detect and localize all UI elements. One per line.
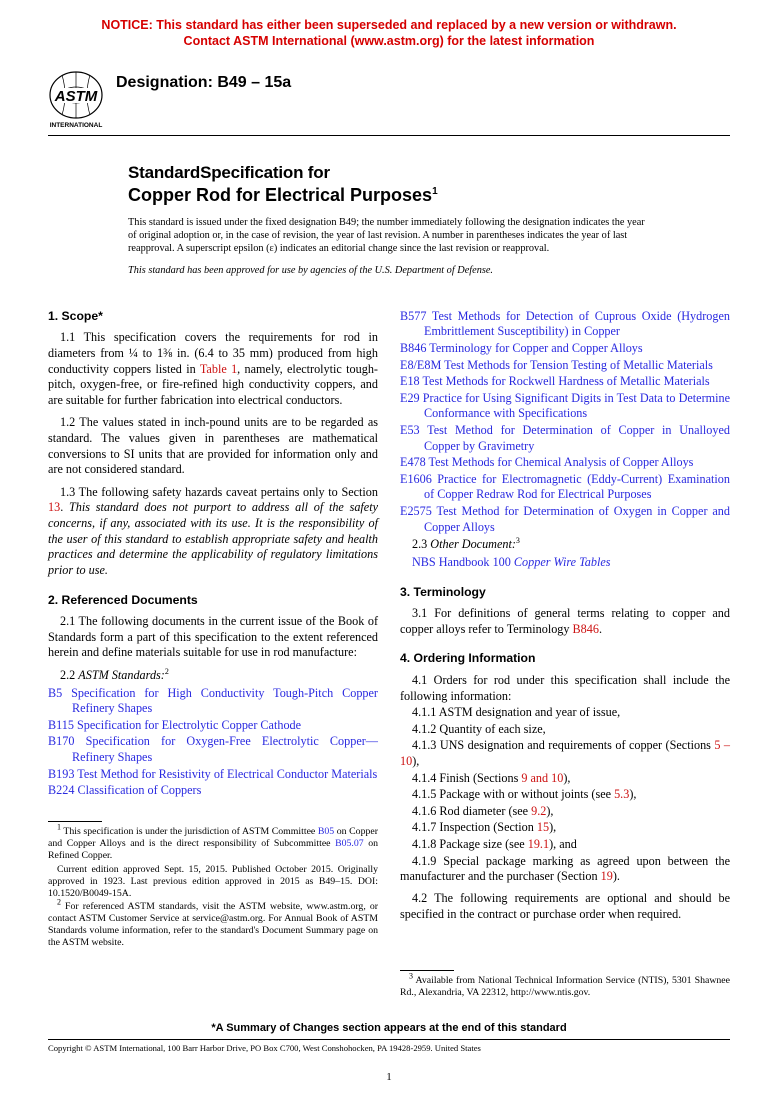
table-1-ref[interactable]: Table 1 <box>200 362 237 376</box>
dod-note: This standard has been approved for use … <box>128 264 650 277</box>
standard-ref: B170 Specification for Oxygen-Free Elect… <box>48 734 378 765</box>
svg-text:INTERNATIONAL: INTERNATIONAL <box>50 122 103 129</box>
sec1-2: 1.2 The values stated in inch-pound unit… <box>48 415 378 477</box>
item-416: 4.1.6 Rod diameter (see 9.2), <box>400 804 730 820</box>
standard-ref: E29 Practice for Using Significant Digit… <box>400 391 730 422</box>
standard-ref-link[interactable]: E18 Test Methods for Rockwell Hardness o… <box>400 374 710 388</box>
issue-note: This standard is issued under the fixed … <box>128 217 650 256</box>
sec15-ref[interactable]: 15 <box>537 820 549 834</box>
footer-rule <box>48 1039 730 1040</box>
refs-left-list: B5 Specification for High Conductivity T… <box>48 686 378 799</box>
sec4-head: 4. Ordering Information <box>400 651 730 667</box>
nbs-handbook-link[interactable]: NBS Handbook 100 Copper Wire Tables <box>412 555 611 569</box>
item-415: 4.1.5 Package with or without joints (se… <box>400 787 730 803</box>
sec2-head: 2. Referenced Documents <box>48 593 378 609</box>
designation: Designation: B49 – 15a <box>116 71 291 93</box>
sec4-1: 4.1 Orders for rod under this specificat… <box>400 673 730 704</box>
standard-ref-link[interactable]: B577 Test Methods for Detection of Cupro… <box>400 309 730 339</box>
sec3-head: 3. Terminology <box>400 585 730 601</box>
standard-ref: E1606 Practice for Electromagnetic (Eddy… <box>400 472 730 503</box>
body-columns: 1. Scope* 1.1 This specification covers … <box>48 309 730 1001</box>
standard-ref-link[interactable]: B224 Classification of Coppers <box>48 783 201 797</box>
title-pre: StandardSpecification for <box>128 162 730 184</box>
standard-ref: B846 Terminology for Copper and Copper A… <box>400 341 730 357</box>
column-right: B577 Test Methods for Detection of Cupro… <box>400 309 730 1001</box>
standard-ref: B577 Test Methods for Detection of Cupro… <box>400 309 730 340</box>
standard-ref: B115 Specification for Electrolytic Copp… <box>48 718 378 734</box>
standard-ref-link[interactable]: E29 Practice for Using Significant Digit… <box>400 391 730 421</box>
standard-ref-link[interactable]: E1606 Practice for Electromagnetic (Eddy… <box>400 472 730 502</box>
standard-ref-link[interactable]: E478 Test Methods for Chemical Analysis … <box>400 455 693 469</box>
subcommittee-b0507-ref[interactable]: B05.07 <box>335 838 364 849</box>
sec3-1: 3.1 For definitions of general terms rel… <box>400 606 730 637</box>
title-main: Copper Rod for Electrical Purposes1 <box>128 184 730 207</box>
sec4-2: 4.2 The following requirements are optio… <box>400 891 730 922</box>
standard-ref: E8/E8M Test Methods for Tension Testing … <box>400 358 730 374</box>
standard-ref: E478 Test Methods for Chemical Analysis … <box>400 455 730 471</box>
footnote-3: 3 Available from National Technical Info… <box>400 975 730 999</box>
item-418: 4.1.8 Package size (see 19.1), and <box>400 837 730 853</box>
item-413: 4.1.3 UNS designation and requirements o… <box>400 738 730 769</box>
item-414: 4.1.4 Finish (Sections 9 and 10), <box>400 771 730 787</box>
committee-b05-ref[interactable]: B05 <box>318 826 334 837</box>
svg-text:ASTM: ASTM <box>54 88 98 105</box>
header-row: ASTM INTERNATIONAL Designation: B49 – 15… <box>48 71 730 131</box>
item-411: 4.1.1 ASTM designation and year of issue… <box>400 705 730 721</box>
standard-ref-link[interactable]: B115 Specification for Electrolytic Copp… <box>48 718 301 732</box>
standard-ref-link[interactable]: B193 Test Method for Resistivity of Elec… <box>48 767 377 781</box>
standard-ref: B224 Classification of Coppers <box>48 783 378 799</box>
item-417: 4.1.7 Inspection (Section 15), <box>400 820 730 836</box>
sec1-1: 1.1 This specification covers the requir… <box>48 330 378 408</box>
notice-line2: Contact ASTM International (www.astm.org… <box>184 34 595 48</box>
item-412: 4.1.2 Quantity of each size, <box>400 722 730 738</box>
standard-ref: B193 Test Method for Resistivity of Elec… <box>48 767 378 783</box>
notice-banner: NOTICE: This standard has either been su… <box>48 18 730 49</box>
standard-ref: E18 Test Methods for Rockwell Hardness o… <box>400 374 730 390</box>
astm-logo: ASTM INTERNATIONAL <box>48 71 104 131</box>
sec5-3-ref[interactable]: 5.3 <box>614 787 629 801</box>
sec19-ref[interactable]: 19 <box>601 869 613 883</box>
footnote-1: 1 This specification is under the jurisd… <box>48 826 378 862</box>
section-13-ref[interactable]: 13 <box>48 500 60 514</box>
standard-ref-link[interactable]: E53 Test Method for Determination of Cop… <box>400 423 730 453</box>
standard-ref-link[interactable]: B170 Specification for Oxygen-Free Elect… <box>48 734 378 764</box>
sec1-head: 1. Scope* <box>48 309 378 325</box>
sec1-3: 1.3 The following safety hazards caveat … <box>48 485 378 579</box>
sec2-2-label: 2.2 ASTM Standards:2 <box>48 668 378 684</box>
sec2-1: 2.1 The following documents in the curre… <box>48 614 378 661</box>
column-left: 1. Scope* 1.1 This specification covers … <box>48 309 378 1001</box>
standard-ref: E53 Test Method for Determination of Cop… <box>400 423 730 454</box>
footnote-1-cont: Current edition approved Sept. 15, 2015.… <box>48 864 378 900</box>
standard-ref-link[interactable]: E8/E8M Test Methods for Tension Testing … <box>400 358 713 372</box>
header-rule <box>48 135 730 136</box>
standard-ref-link[interactable]: E2575 Test Method for Determination of O… <box>400 504 730 534</box>
standard-ref-link[interactable]: B5 Specification for High Conductivity T… <box>48 686 378 716</box>
copyright: Copyright © ASTM International, 100 Barr… <box>48 1043 730 1054</box>
sec2-3-label: 2.3 Other Document:3 <box>400 537 730 553</box>
footnote-2: 2 For referenced ASTM standards, visit t… <box>48 901 378 949</box>
item-419: 4.1.9 Special package marking as agreed … <box>400 854 730 885</box>
other-doc-ref: NBS Handbook 100 Copper Wire Tables <box>400 555 730 571</box>
notice-line1: NOTICE: This standard has either been su… <box>101 18 676 32</box>
standard-ref: B5 Specification for High Conductivity T… <box>48 686 378 717</box>
sec9-10-ref[interactable]: 9 and 10 <box>521 771 563 785</box>
standard-ref-link[interactable]: B846 Terminology for Copper and Copper A… <box>400 341 643 355</box>
sec19-1-ref[interactable]: 19.1 <box>528 837 549 851</box>
sec9-2-ref[interactable]: 9.2 <box>531 804 546 818</box>
title-block: StandardSpecification for Copper Rod for… <box>128 162 730 207</box>
changes-note: *A Summary of Changes section appears at… <box>48 1021 730 1035</box>
standard-ref: E2575 Test Method for Determination of O… <box>400 504 730 535</box>
b846-ref[interactable]: B846 <box>573 622 599 636</box>
refs-right-list: B577 Test Methods for Detection of Cupro… <box>400 309 730 536</box>
page-number: 1 <box>48 1070 730 1084</box>
